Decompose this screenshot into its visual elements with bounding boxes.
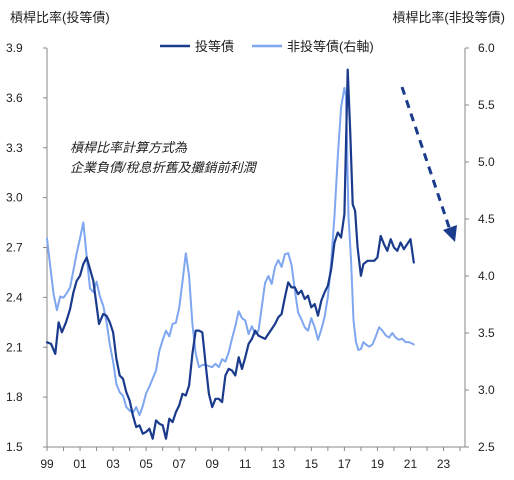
x-tick-label: 05	[139, 457, 153, 471]
right-tick-label: 5.0	[478, 155, 495, 169]
left-tick-label: 3.6	[6, 91, 23, 105]
x-tick-label: 19	[371, 457, 385, 471]
annotation-line-1: 槓桿比率計算方式為	[70, 140, 188, 155]
x-tick-label: 21	[404, 457, 418, 471]
legend: 投等債 非投等債(右軸)	[160, 39, 374, 54]
series-line-high-yield	[46, 86, 415, 417]
annotation-note: 槓桿比率計算方式為 企業負債/稅息折舊及攤銷前利潤	[70, 140, 258, 175]
right-tick-label: 2.5	[478, 440, 495, 454]
right-tick-label: 4.5	[478, 212, 495, 226]
right-tick-label: 4.0	[478, 269, 495, 283]
left-tick-label: 1.5	[6, 440, 23, 454]
trend-arrow-head	[443, 225, 457, 242]
left-tick-label: 3.9	[6, 41, 23, 55]
right-tick-label: 6.0	[478, 41, 495, 55]
annotation-line-2: 企業負債/稅息折舊及攤銷前利潤	[70, 160, 258, 175]
left-tick-label: 3.3	[6, 141, 23, 155]
x-tick-label: 23	[437, 457, 451, 471]
left-axis-title: 槓桿比率(投等債)	[10, 10, 110, 25]
x-tick-label: 99	[40, 457, 54, 471]
right-axis-title: 槓桿比率(非投等債)	[392, 10, 505, 25]
left-tick-label: 2.4	[6, 290, 23, 304]
left-tick-label: 2.7	[6, 241, 23, 255]
series-line-investment-grade	[45, 68, 415, 440]
trend-arrow-line	[400, 86, 453, 234]
right-tick-label: 5.5	[478, 98, 495, 112]
series-layer	[45, 68, 415, 440]
trend-arrow	[400, 86, 457, 242]
right-tick-label: 3.0	[478, 383, 495, 397]
x-tick-label: 11	[239, 457, 252, 471]
x-axis-ticks: 99 01 03 05 07 09 11 13 15 17 19 21 23	[40, 447, 461, 471]
left-axis-ticks: 1.5 1.8 2.1 2.4 2.7 3.0 3.3 3.6 3.9	[6, 41, 47, 454]
legend-label-hy: 非投等債(右軸)	[287, 39, 374, 54]
x-tick-label: 13	[272, 457, 286, 471]
x-tick-label: 03	[106, 457, 120, 471]
right-tick-label: 3.5	[478, 326, 495, 340]
x-tick-label: 15	[305, 457, 319, 471]
x-tick-label: 01	[73, 457, 87, 471]
x-tick-label: 09	[206, 457, 220, 471]
left-tick-label: 2.1	[6, 340, 23, 354]
right-axis-ticks: 2.5 3.0 3.5 4.0 4.5 5.0 5.5 6.0	[465, 41, 495, 454]
left-tick-label: 3.0	[6, 191, 23, 205]
x-tick-label: 07	[172, 457, 186, 471]
left-tick-label: 1.8	[6, 390, 23, 404]
legend-label-ig: 投等債	[195, 39, 234, 54]
x-tick-label: 17	[338, 457, 352, 471]
